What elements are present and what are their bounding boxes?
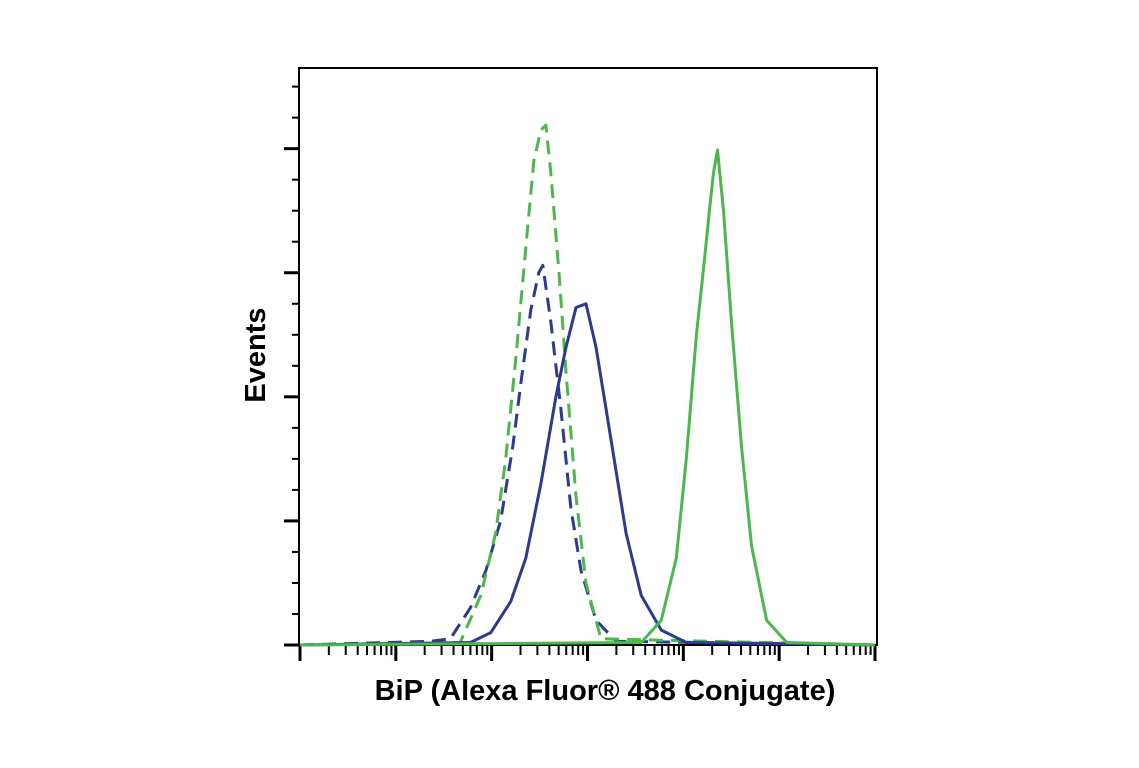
y-axis-label: Events — [240, 307, 272, 402]
histogram-line — [299, 123, 876, 647]
x-axis-label: BiP (Alexa Fluor® 488 Conjugate) — [375, 675, 836, 707]
plot-frame — [298, 67, 878, 646]
histogram-line — [299, 263, 876, 647]
histogram-line — [299, 148, 876, 647]
histogram-line — [299, 302, 876, 647]
